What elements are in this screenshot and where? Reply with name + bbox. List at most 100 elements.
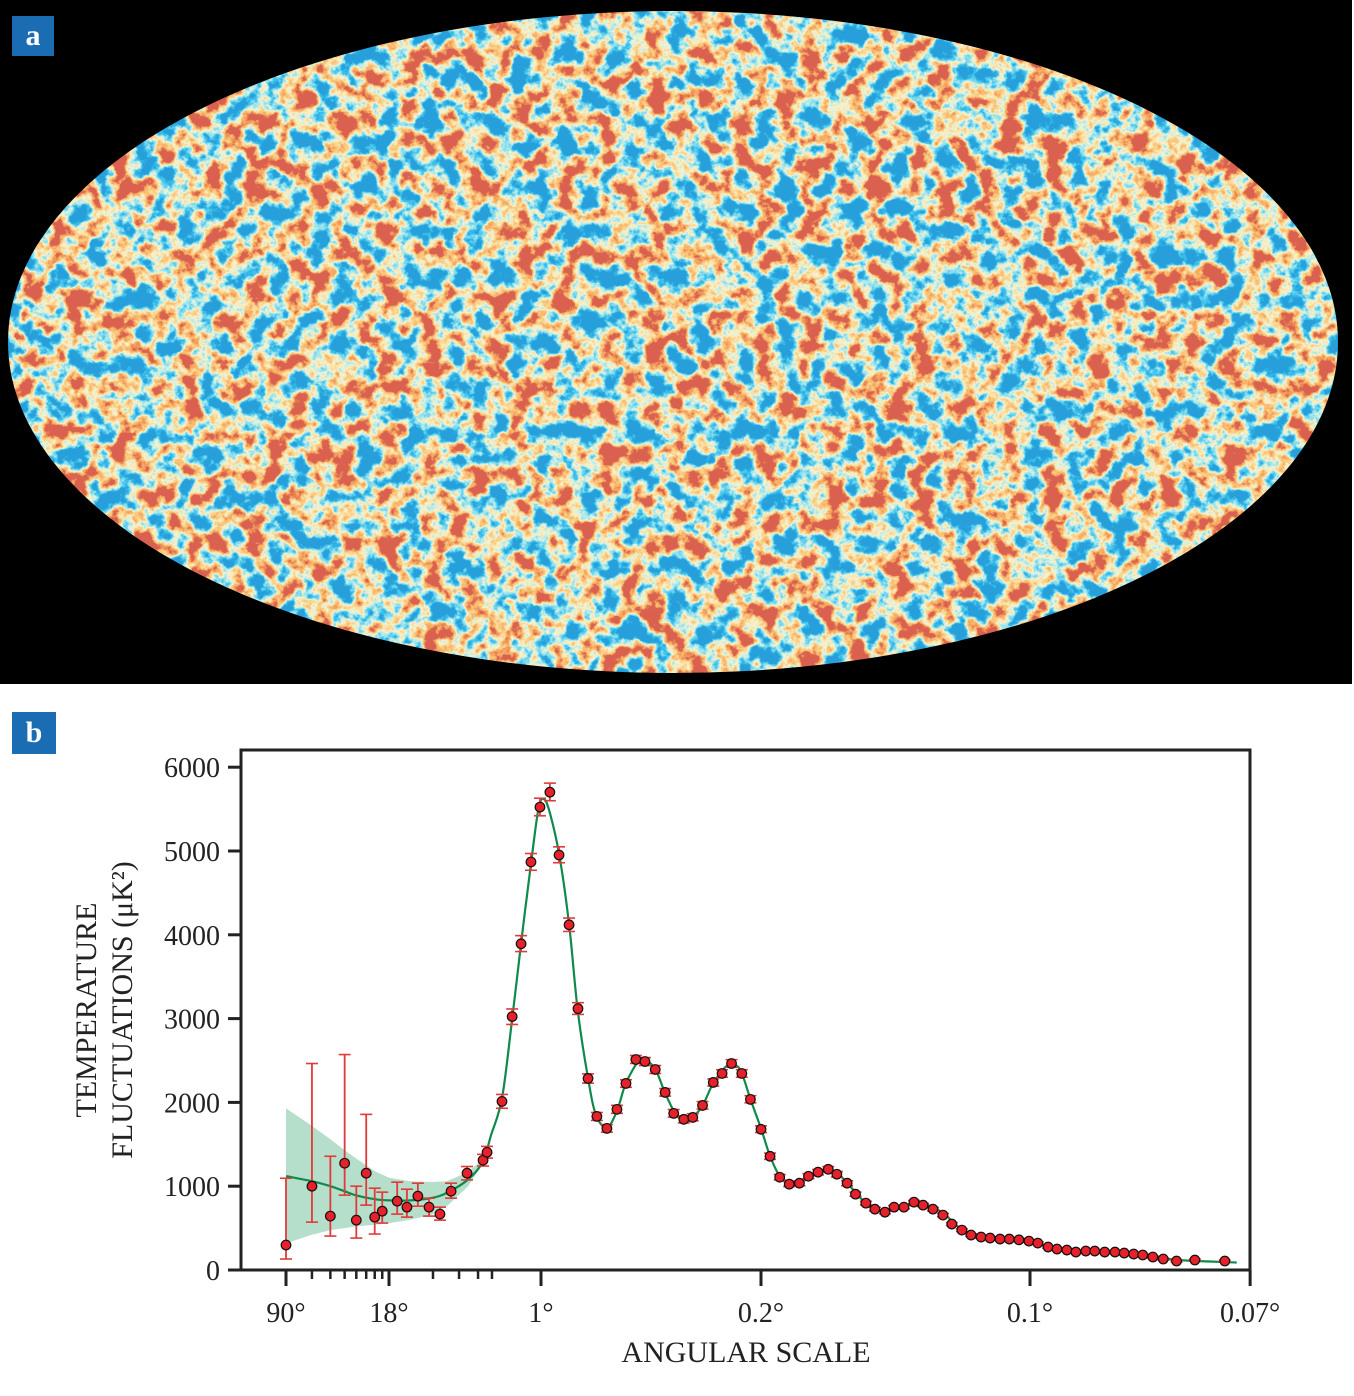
data-point (434, 1208, 446, 1220)
model-band-area (286, 1108, 491, 1244)
data-point (534, 801, 546, 813)
data-point (668, 1107, 680, 1119)
data-point (1080, 1245, 1092, 1257)
y-tick-label: 5000 (164, 837, 220, 868)
data-point (822, 1163, 834, 1175)
data-point (1003, 1233, 1015, 1245)
data-point (481, 1146, 493, 1158)
power-spectrum-chart: 90° 18° 1° 0.2° 0.1° 0.07° 0 1000 2000 3000 4000 5… (70, 748, 1280, 1369)
data-point (783, 1178, 795, 1190)
data-point (774, 1171, 786, 1183)
data-point (391, 1195, 403, 1207)
data-point (736, 1068, 748, 1079)
data-point (601, 1122, 613, 1134)
data-point (639, 1056, 651, 1067)
cmb-temperature-field (8, 11, 1338, 673)
data-point (582, 1073, 594, 1084)
x-tick-label: 0.07° (1220, 1298, 1280, 1329)
model-uncertainty-band (286, 1108, 491, 1244)
x-tick-label: 0.2° (738, 1298, 784, 1329)
data-point (908, 1196, 920, 1208)
data-point (412, 1190, 424, 1202)
y-tick-label: 6000 (164, 753, 220, 784)
data-point (1013, 1234, 1025, 1246)
data-point (611, 1103, 623, 1115)
data-point (726, 1058, 737, 1069)
data-point (1099, 1246, 1111, 1258)
data-point (860, 1197, 872, 1209)
data-point (1089, 1245, 1101, 1257)
data-point (1061, 1244, 1073, 1256)
data-point (794, 1177, 805, 1189)
data-point (917, 1199, 929, 1211)
data-point (376, 1205, 388, 1217)
data-point (1157, 1253, 1169, 1265)
data-point (620, 1078, 632, 1089)
data-point (1051, 1243, 1063, 1255)
plot-frame (239, 748, 1252, 1272)
data-point (1189, 1254, 1201, 1266)
data-point (525, 856, 537, 868)
data-point (350, 1214, 362, 1226)
data-point (324, 1210, 336, 1222)
data-point (707, 1077, 719, 1088)
data-point (572, 1003, 584, 1015)
data-point (515, 938, 527, 950)
panel-label-a: a (12, 16, 54, 56)
data-point (1147, 1251, 1159, 1263)
cmb-sky-map-panel (0, 0, 1352, 684)
error-bar (338, 1053, 351, 1196)
data-point (306, 1180, 318, 1192)
y-tick-label: 0 (206, 1256, 220, 1287)
data-point (927, 1203, 939, 1215)
y-axis-ticks: 0 1000 2000 3000 4000 5000 6000 (164, 753, 241, 1287)
data-point (563, 919, 575, 931)
data-point (401, 1201, 413, 1213)
data-point (965, 1229, 977, 1241)
data-point (687, 1112, 699, 1123)
y-tick-label: 3000 (164, 1005, 220, 1036)
data-point (506, 1011, 518, 1022)
data-point (1118, 1247, 1130, 1259)
data-point (1219, 1255, 1231, 1267)
data-point (445, 1185, 457, 1197)
data-point (812, 1166, 824, 1178)
data-point (630, 1054, 642, 1065)
data-point (937, 1209, 949, 1221)
x-tick-label: 18° (369, 1298, 408, 1329)
x-tick-label: 0.1° (1007, 1298, 1053, 1329)
data-point (1032, 1237, 1044, 1249)
error-bar (324, 1155, 337, 1237)
data-point (553, 849, 565, 861)
data-point (831, 1168, 843, 1180)
data-point (1171, 1255, 1182, 1267)
data-point (994, 1233, 1006, 1245)
data-point (879, 1206, 891, 1218)
data-point (755, 1123, 767, 1135)
panel-label-b: b (12, 712, 56, 754)
x-tick-label: 90° (266, 1298, 305, 1329)
data-point (956, 1224, 968, 1236)
data-point (1042, 1241, 1054, 1253)
data-point (339, 1157, 351, 1169)
error-bar (360, 1113, 373, 1206)
data-point (1109, 1246, 1121, 1258)
data-point (678, 1113, 690, 1125)
data-point (850, 1188, 861, 1200)
y-tick-label: 4000 (164, 921, 220, 952)
data-point (461, 1167, 473, 1179)
data-point (1070, 1246, 1082, 1258)
data-point (649, 1064, 661, 1075)
data-point (745, 1093, 756, 1105)
y-axis-label-line2: FLUCTUATIONS (μK²) (106, 861, 139, 1159)
error-bar (305, 1062, 318, 1223)
data-point (591, 1110, 603, 1122)
data-point (659, 1087, 671, 1098)
data-point (898, 1201, 910, 1213)
data-point (803, 1170, 814, 1182)
cmb-sky-map (8, 11, 1338, 673)
data-point (280, 1239, 292, 1251)
data-point (496, 1095, 508, 1107)
error-bar (368, 1187, 381, 1235)
data-point (946, 1218, 958, 1230)
